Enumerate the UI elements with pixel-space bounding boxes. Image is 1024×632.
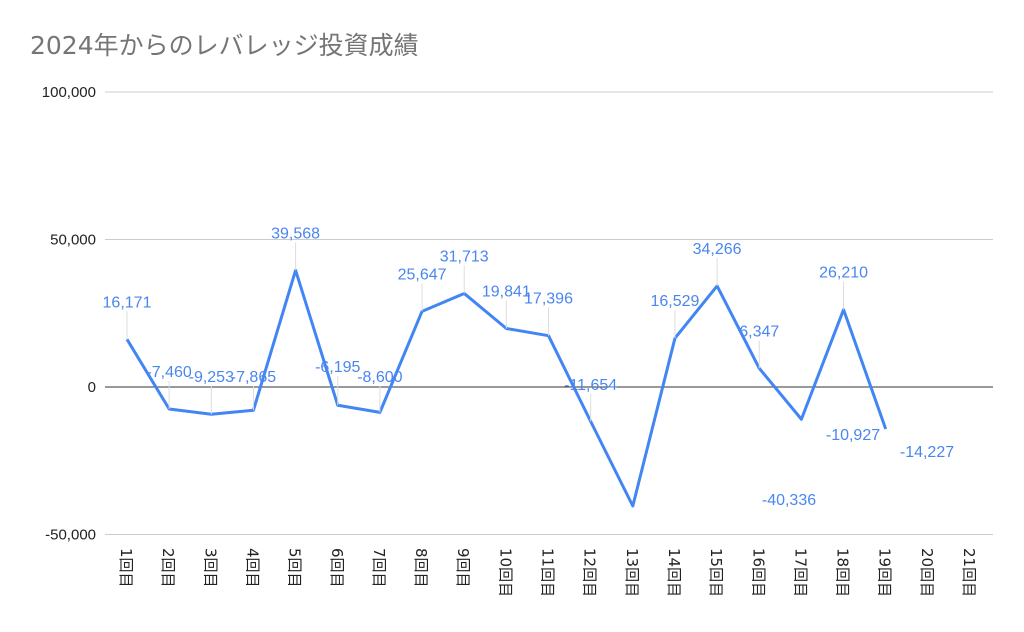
x-tick-label: 4回目: [243, 548, 261, 588]
x-tick-label: 19回目: [876, 548, 894, 597]
x-tick-label: 13回目: [623, 548, 641, 597]
x-tick-label: 3回目: [201, 548, 219, 588]
data-label: 39,568: [271, 225, 320, 242]
data-label: -7,460: [146, 364, 191, 381]
x-tick-label: 20回目: [918, 548, 936, 597]
x-tick-label: 18回目: [834, 548, 852, 597]
data-label: -6,195: [315, 359, 360, 376]
data-label: -10,927: [826, 427, 880, 444]
x-tick-label: 9回目: [454, 548, 472, 588]
data-label: 31,713: [440, 248, 489, 265]
x-tick-label: 16回目: [749, 548, 767, 597]
x-tick-label: 5回目: [286, 548, 304, 588]
y-tick-label: -50,000: [45, 527, 96, 544]
data-label: 6,347: [739, 323, 779, 340]
data-label: -14,227: [900, 444, 954, 461]
x-tick-label: 1回目: [117, 548, 135, 588]
x-tick-label: 11回目: [539, 548, 557, 597]
x-tick-label: 14回目: [665, 548, 683, 597]
x-tick-label: 8回目: [412, 548, 430, 588]
data-label: -40,336: [762, 492, 816, 509]
data-label: -9,253: [189, 369, 234, 386]
x-tick-label: 21回目: [960, 548, 978, 597]
x-tick-label: 10回目: [496, 548, 514, 597]
data-label: 25,647: [398, 266, 447, 283]
x-tick-label: 6回目: [328, 548, 346, 588]
data-label: 16,171: [103, 294, 152, 311]
x-tick-label: 12回目: [581, 548, 599, 597]
data-label: -7,865: [231, 369, 276, 386]
y-tick-label: 100,000: [42, 84, 96, 101]
x-tick-label: 2回目: [159, 548, 177, 588]
data-label: 19,841: [482, 283, 531, 300]
y-tick-label: 0: [88, 379, 96, 396]
data-label: 34,266: [693, 241, 742, 258]
x-tick-label: 15回目: [707, 548, 725, 597]
data-label: 17,396: [524, 291, 573, 308]
data-label: 16,529: [650, 293, 699, 310]
x-tick-label: 17回目: [791, 548, 809, 597]
x-tick-label: 7回目: [370, 548, 388, 588]
data-label: 26,210: [819, 265, 868, 282]
data-label: -8,600: [357, 369, 402, 386]
y-tick-label: 50,000: [50, 232, 96, 249]
chart-title: 2024年からのレバレッジ投資成績: [30, 31, 419, 60]
data-label: -11,654: [564, 377, 617, 394]
